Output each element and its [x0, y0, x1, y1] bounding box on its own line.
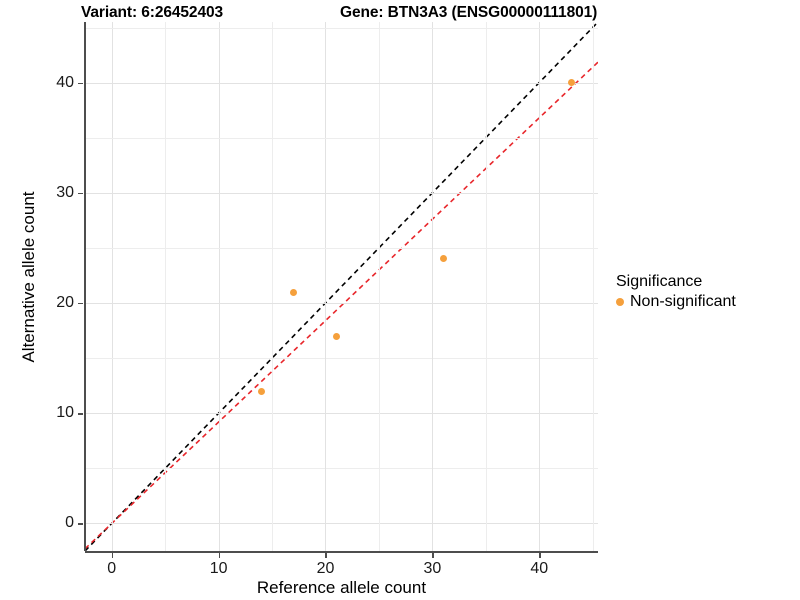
gridline-horizontal [85, 358, 598, 360]
x-axis-tick-label: 10 [209, 560, 228, 577]
gridline-vertical [378, 22, 380, 551]
y-axis-tick [78, 82, 83, 84]
y-axis-tick [78, 303, 83, 305]
x-axis-tick [111, 553, 114, 558]
gridline-horizontal [85, 413, 598, 415]
x-axis-tick-label: 30 [423, 560, 442, 577]
data-point[interactable] [567, 79, 575, 87]
data-point[interactable] [439, 255, 447, 263]
x-axis-line [85, 551, 598, 553]
gridline-vertical [218, 22, 220, 551]
legend-item-non-significant[interactable]: Non-significant [616, 293, 736, 311]
gridline-vertical [165, 22, 167, 551]
gridline-vertical [592, 22, 594, 551]
y-axis-label: Alternative allele count [19, 191, 38, 363]
x-axis-tick-label: 0 [107, 560, 117, 577]
legend-item-label: Non-significant [630, 293, 736, 310]
data-point[interactable] [332, 332, 340, 340]
gridline-vertical [485, 22, 487, 551]
x-axis-tick [539, 553, 541, 558]
gridline-vertical [111, 22, 113, 551]
gridline-horizontal [85, 523, 598, 525]
legend-title: Significance [616, 273, 703, 290]
gridline-vertical [539, 22, 541, 551]
gridline-horizontal [85, 192, 598, 194]
gridline-horizontal [85, 27, 598, 29]
data-point[interactable] [289, 288, 297, 296]
y-axis-line [84, 22, 86, 551]
y-axis-tick [78, 192, 83, 195]
x-axis-tick [325, 553, 327, 558]
y-axis-tick [78, 413, 83, 415]
legend-dot-icon [616, 298, 624, 306]
x-axis-tick [432, 553, 434, 558]
reference-line-identity [85, 22, 598, 551]
gridline-horizontal [85, 82, 598, 84]
gridline-vertical [272, 22, 274, 551]
y-axis-tick-label: 10 [56, 404, 74, 422]
y-axis-tick-label: 40 [56, 73, 74, 91]
x-axis-tick [218, 553, 220, 558]
data-point[interactable] [257, 387, 265, 395]
gridline-horizontal [85, 137, 598, 139]
gene-title: Gene: BTN3A3 (ENSG00000111801) [340, 4, 598, 21]
x-axis-label: Reference allele count [256, 578, 427, 597]
gridline-horizontal [85, 247, 598, 249]
x-axis-tick-label: 40 [530, 560, 549, 577]
gridline-horizontal [85, 303, 598, 305]
plot-panel [85, 22, 598, 551]
x-axis-tick-label: 20 [316, 560, 335, 577]
variant-title: Variant: 6:26452403 [81, 4, 224, 21]
y-axis-tick [78, 523, 83, 525]
reference-line-expected-ratio [85, 61, 598, 550]
y-axis-tick-label: 20 [56, 294, 74, 312]
y-axis-tick-label: 0 [65, 514, 74, 532]
gridline-vertical [432, 22, 434, 551]
gridline-horizontal [85, 468, 598, 470]
reference-lines-layer [85, 22, 598, 551]
y-axis-tick-label: 30 [56, 183, 74, 201]
gridline-vertical [325, 22, 327, 551]
legend: Significance Non-significant [616, 272, 736, 311]
